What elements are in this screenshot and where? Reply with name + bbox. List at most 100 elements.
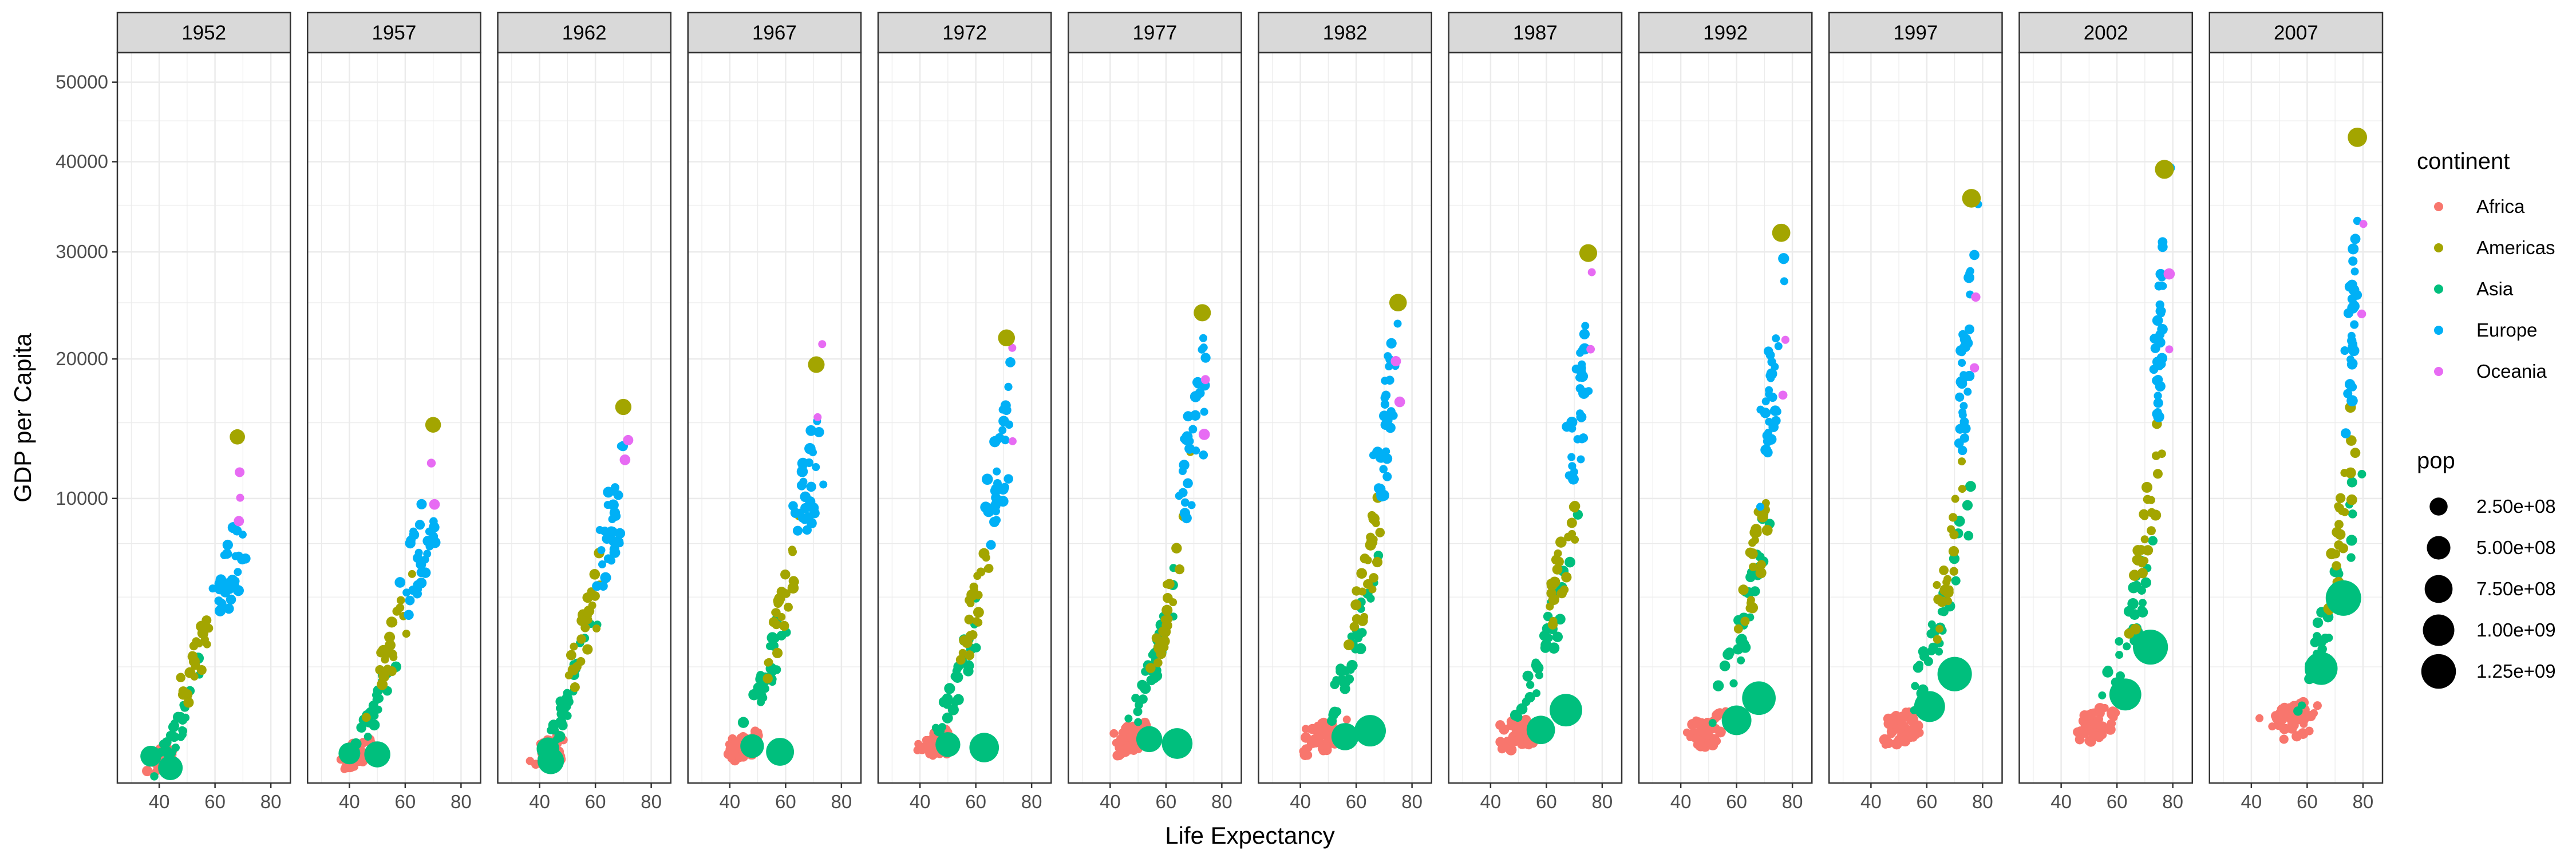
data-point: [1943, 575, 1952, 583]
y-tick-label: 20000: [56, 348, 108, 369]
data-point: [2345, 467, 2356, 479]
data-point-highlight: [935, 732, 961, 757]
data-point: [142, 765, 153, 777]
panel-background: [1829, 53, 2002, 783]
facet-strip-label: 1972: [942, 22, 987, 44]
data-point: [566, 650, 576, 661]
data-point-highlight: [338, 742, 361, 765]
data-point: [1554, 614, 1566, 625]
data-point: [1749, 562, 1758, 571]
data-point: [1738, 584, 1749, 595]
data-point: [1328, 710, 1338, 720]
data-point: [983, 505, 994, 517]
data-point: [178, 730, 187, 739]
data-point: [967, 589, 978, 601]
data-point-highlight: [1772, 223, 1791, 242]
data-point: [1928, 642, 1938, 653]
x-tick-label: 60: [2297, 791, 2318, 812]
data-point: [2154, 360, 2164, 370]
data-point: [2138, 559, 2146, 568]
data-point: [1192, 446, 1200, 455]
data-point: [1347, 632, 1356, 640]
data-point: [1524, 691, 1535, 703]
data-point: [1004, 382, 1013, 392]
panel-border: [2208, 52, 2384, 784]
data-point: [2147, 526, 2156, 536]
data-point: [1561, 572, 1572, 583]
data-point: [1899, 736, 1911, 747]
data-point: [2137, 586, 2146, 595]
data-point: [356, 722, 367, 733]
facet-panel-2007: 2007 40 60 80: [2208, 11, 2384, 812]
data-point: [1190, 391, 1202, 402]
data-point: [1713, 709, 1723, 719]
data-point-highlight: [2304, 652, 2338, 685]
data-point: [2140, 535, 2149, 544]
data-point-highlight: [2348, 127, 2368, 147]
data-point-highlight: [2133, 629, 2168, 665]
legend-key-africa: [2434, 202, 2443, 211]
data-point: [1568, 473, 1579, 485]
facet-strip: [877, 11, 1052, 54]
data-point: [969, 582, 978, 591]
grid-lines: [1258, 53, 1432, 783]
panel-border: [497, 52, 671, 784]
points: [1299, 294, 1407, 761]
data-point: [234, 516, 244, 527]
data-point: [1135, 701, 1143, 709]
data-point: [2150, 333, 2160, 344]
data-point: [776, 631, 787, 640]
data-point: [220, 585, 230, 594]
data-point-highlight: [740, 734, 764, 758]
data-point: [1495, 737, 1506, 748]
data-point: [978, 548, 990, 559]
data-point: [1579, 329, 1590, 339]
data-point: [1768, 358, 1776, 366]
data-point-highlight: [230, 429, 245, 445]
legend-size-key: [2429, 497, 2448, 516]
data-point: [2152, 315, 2163, 326]
data-point: [226, 594, 236, 605]
data-point: [1365, 539, 1376, 551]
data-point: [1577, 455, 1585, 464]
data-point: [584, 615, 592, 624]
data-point: [1755, 567, 1767, 579]
x-tick-label: 60: [1156, 791, 1177, 812]
data-point: [2332, 561, 2341, 571]
grid-lines: [307, 53, 481, 783]
data-point: [176, 673, 185, 683]
data-point: [1909, 733, 1918, 742]
facet-panel-1977: 1977 40 60 80: [1068, 11, 1242, 812]
data-point: [1549, 576, 1560, 588]
data-point: [2341, 508, 2349, 516]
data-point: [1342, 715, 1351, 724]
data-point: [1513, 712, 1523, 722]
data-point: [1578, 364, 1586, 373]
data-point: [416, 568, 426, 578]
data-point: [1344, 674, 1354, 684]
data-point: [1386, 338, 1397, 349]
data-point: [2293, 706, 2303, 716]
data-point: [1378, 410, 1390, 421]
data-point: [1958, 457, 1966, 466]
data-point: [2340, 346, 2349, 355]
facet-strip-label: 1967: [752, 22, 797, 44]
x-tick-label: 40: [529, 791, 550, 812]
data-point: [788, 545, 796, 554]
data-point: [2123, 642, 2131, 651]
x-tick-label: 40: [1670, 791, 1692, 812]
data-point: [2115, 651, 2124, 659]
data-point: [767, 632, 779, 643]
data-point: [1965, 481, 1976, 492]
data-point: [1516, 703, 1528, 715]
data-point: [2154, 392, 2162, 400]
data-point: [1964, 324, 1974, 334]
data-point: [394, 577, 406, 588]
points: [336, 417, 441, 773]
data-point-highlight: [1962, 189, 1981, 208]
data-point: [1357, 615, 1368, 626]
points: [1879, 189, 1982, 750]
data-point: [600, 572, 611, 583]
data-point: [929, 748, 938, 757]
facet-panel-2002: 2002 40 60 80: [2018, 11, 2193, 812]
